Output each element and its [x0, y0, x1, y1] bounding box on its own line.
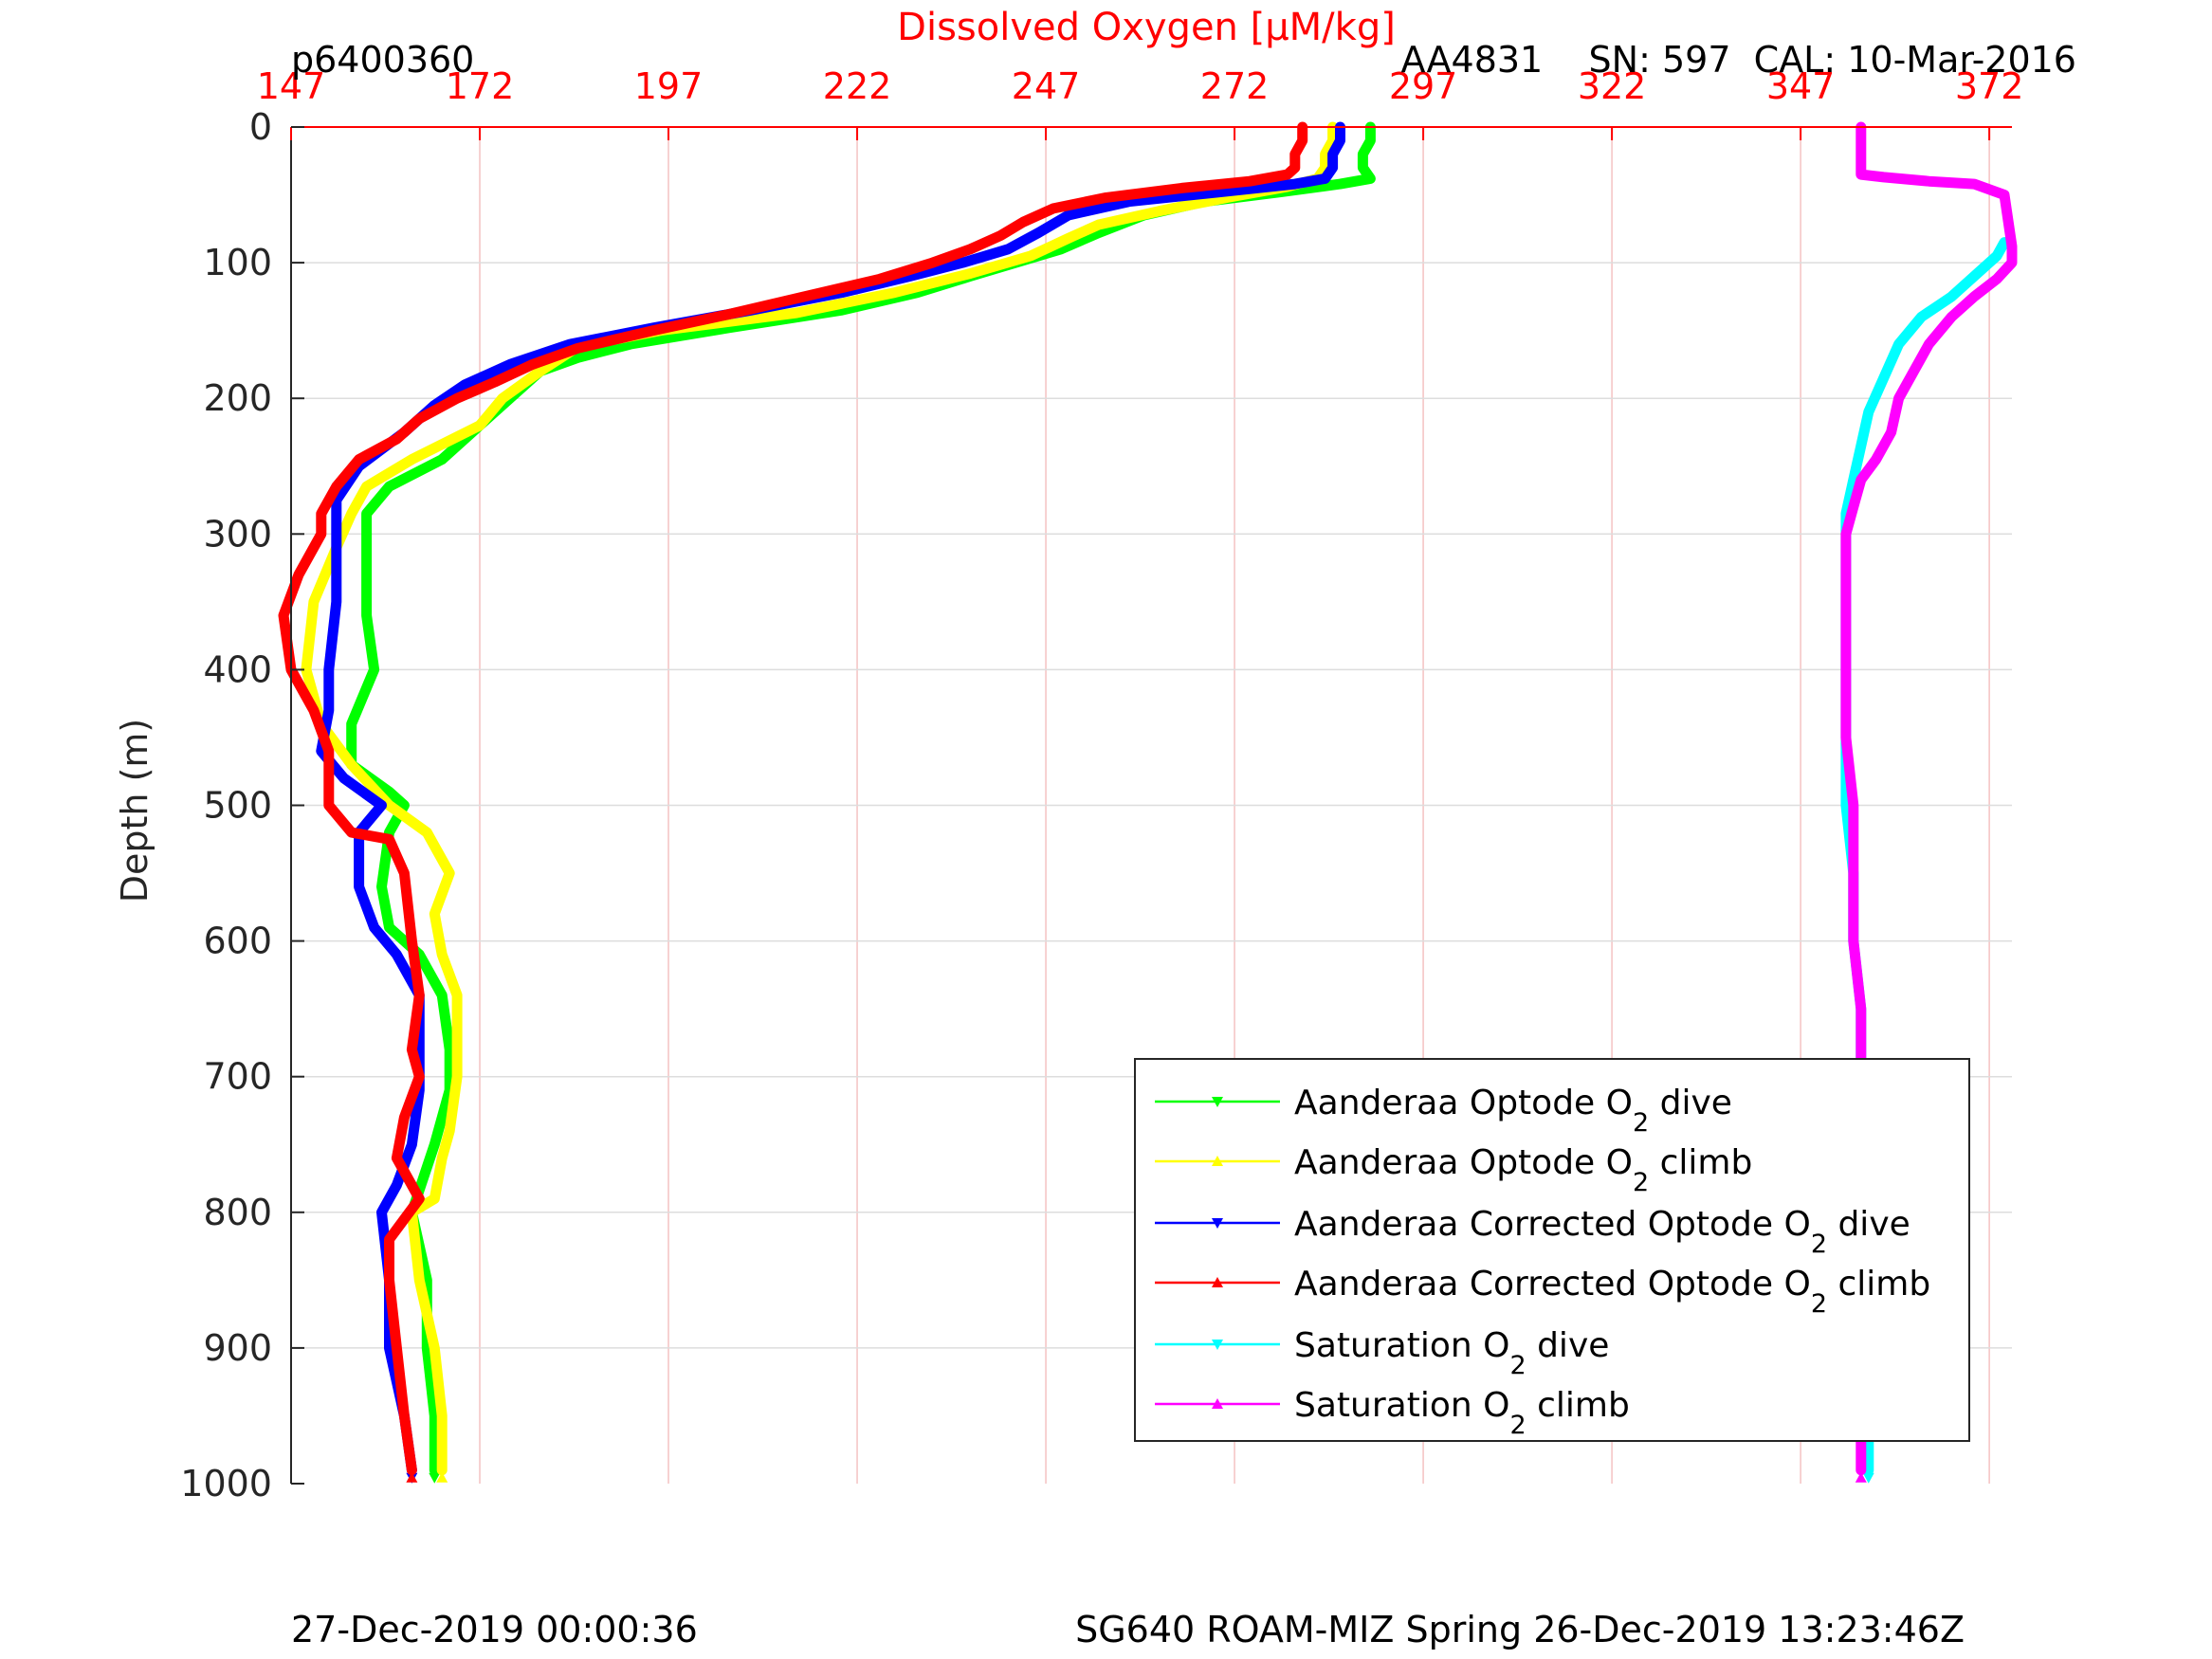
- cast-id-label: p6400360: [291, 39, 474, 81]
- series-end-marker: [1855, 1471, 1867, 1483]
- x-tick-label: 347: [1766, 65, 1836, 107]
- sensor-calibration-label: AA4831 SN: 597 CAL: 10-Mar-2016: [1400, 39, 2076, 81]
- legend-label: Aanderaa Optode O2 climb: [1294, 1143, 1752, 1197]
- legend-label: Saturation O2 climb: [1294, 1386, 1630, 1440]
- y-tick-label: 400: [203, 648, 272, 690]
- y-tick-label: 700: [203, 1056, 272, 1098]
- axes-layer: 147 172 197 222 247 272 297 322 347 372 0 100 200 300…: [180, 65, 2023, 1504]
- series-line: [301, 121, 1339, 1476]
- footer-mission-info: SG640 ROAM-MIZ Spring 26-Dec-2019 13:23:…: [1075, 1609, 1965, 1650]
- x-tick-label: 147: [257, 65, 326, 107]
- legend-item: Saturation O2 climb: [1155, 1386, 1630, 1440]
- series-end-marker: [436, 1471, 448, 1483]
- x-tick-label: 172: [446, 65, 515, 107]
- x-tick-label: 322: [1578, 65, 1647, 107]
- legend-swatch-marker: [1212, 1218, 1223, 1229]
- y-tick-label: 100: [203, 242, 272, 283]
- series-end-marker: [406, 1471, 418, 1483]
- y-tick-label: 900: [203, 1327, 272, 1369]
- legend-swatch-marker: [1212, 1156, 1223, 1166]
- legend-label: Aanderaa Corrected Optode O2 dive: [1294, 1205, 1910, 1259]
- x-tick-label: 222: [823, 65, 892, 107]
- y-tick-label: 300: [203, 513, 272, 555]
- x-tick-label: 197: [634, 65, 704, 107]
- y-axis-label: Depth (m): [114, 719, 155, 903]
- footer-timestamp: 27-Dec-2019 00:00:36: [291, 1609, 698, 1650]
- x-tick-label: 372: [1955, 65, 2024, 107]
- y-tick-label: 800: [203, 1192, 272, 1233]
- legend-item: Aanderaa Corrected Optode O2 dive: [1155, 1205, 1910, 1259]
- series-end-marker: [429, 1472, 441, 1484]
- series-end-marker: [1862, 1472, 1874, 1484]
- legend-item: Saturation O2 dive: [1155, 1326, 1609, 1380]
- legend-label: Aanderaa Optode O2 dive: [1294, 1084, 1732, 1138]
- legend-swatch-marker: [1212, 1277, 1223, 1287]
- x-tick-label: 297: [1389, 65, 1458, 107]
- legend-swatch-marker: [1212, 1097, 1223, 1107]
- legend-label: Aanderaa Corrected Optode O2 climb: [1294, 1265, 1930, 1319]
- series-4: [278, 121, 1308, 1483]
- y-tick-label: 0: [249, 106, 272, 148]
- y-tick-label: 1000: [180, 1463, 272, 1504]
- x-tick-label: 247: [1012, 65, 1081, 107]
- legend-item: Aanderaa Corrected Optode O2 climb: [1155, 1265, 1930, 1319]
- legend-swatch-marker: [1212, 1340, 1223, 1350]
- y-tick-label: 200: [203, 377, 272, 419]
- series-line: [278, 121, 1308, 1476]
- series-2: [301, 121, 1339, 1483]
- legend-item: Aanderaa Optode O2 climb: [1155, 1143, 1752, 1197]
- y-tick-label: 500: [203, 785, 272, 827]
- chart-title: Dissolved Oxygen [μM/kg]: [897, 6, 1396, 49]
- legend-box: [1134, 1058, 1970, 1442]
- y-tick-label: 600: [203, 921, 272, 962]
- legend-item: Aanderaa Optode O2 dive: [1155, 1084, 1732, 1138]
- legend-swatch-marker: [1212, 1398, 1223, 1409]
- x-tick-label: 272: [1200, 65, 1270, 107]
- legend-label: Saturation O2 dive: [1294, 1326, 1609, 1380]
